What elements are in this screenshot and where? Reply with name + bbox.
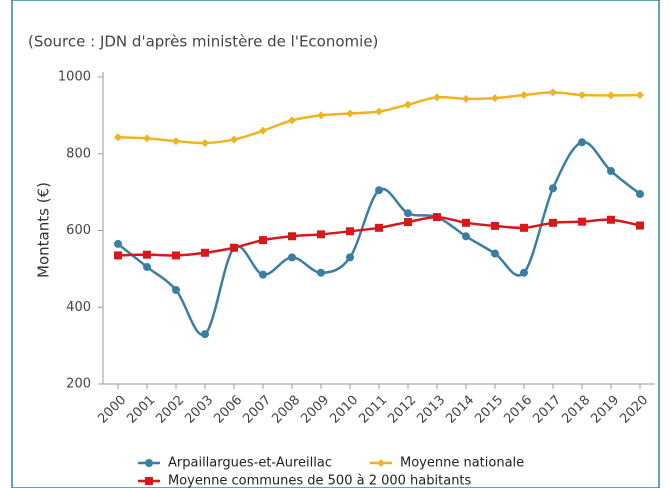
point [259,270,267,279]
x-tick-label: 2014 [443,393,477,427]
point [462,232,470,241]
point [520,268,528,277]
point [172,137,180,146]
point [404,100,412,109]
point [172,285,180,294]
point [288,232,296,241]
point [172,251,180,260]
legend-label: Arpaillargues-et-Aureillac [168,456,332,471]
point [317,111,325,120]
x-tick-label: 2000 [95,393,129,427]
point [259,236,267,245]
y-tick-label: 1000 [58,70,91,85]
point [114,239,122,248]
point [259,126,267,135]
point [377,459,385,467]
point [549,218,557,227]
point [346,227,354,236]
x-tick-label: 2012 [385,393,419,427]
point [491,249,499,258]
point [607,167,615,176]
point [491,94,499,103]
frame [11,0,660,488]
point [288,253,296,262]
point [346,109,354,118]
x-tick-label: 2010 [327,393,361,427]
y-tick-label: 800 [66,146,91,161]
x-tick-label: 2016 [501,393,535,427]
point [201,248,209,257]
point [288,116,296,125]
point [462,94,470,103]
legend-label: Moyenne communes de 500 à 2 000 habitant… [168,474,472,488]
x-tick-label: 2001 [124,393,158,427]
x-tick-label: 2006 [211,393,245,427]
y-tick-label: 400 [66,300,91,315]
x-tick-label: 2007 [240,393,274,427]
x-tick-label: 2020 [617,393,651,427]
point [230,135,238,144]
point [491,221,499,230]
point [433,93,441,102]
x-tick-label: 2003 [182,393,216,427]
y-axis-label: Montants (€) [35,182,53,278]
point [145,477,153,485]
y-tick-label: 600 [66,223,91,238]
point [404,218,412,227]
chart-title: (Source : JDN d'après ministère de l'Eco… [28,33,378,51]
point [578,138,586,147]
series-line [117,215,641,257]
point [317,268,325,277]
point [607,215,615,224]
point [230,243,238,252]
point [375,223,383,232]
point [549,88,557,97]
x-tick-label: 2008 [269,393,303,427]
x-tick-label: 2002 [153,393,187,427]
point [462,218,470,227]
series-line [117,140,641,337]
point [375,186,383,195]
point [143,250,151,259]
point [346,253,354,262]
point [201,139,209,148]
point [578,91,586,100]
point [520,91,528,100]
point [143,262,151,271]
point [404,209,412,218]
point [201,330,209,339]
point [578,217,586,226]
point [375,107,383,116]
x-tick-label: 2009 [298,393,332,427]
point [607,91,615,100]
point [636,91,644,100]
point [549,184,557,193]
x-tick-label: 2017 [530,393,564,427]
legend-label: Moyenne nationale [400,456,524,471]
point [520,223,528,232]
x-tick-label: 2011 [356,393,390,427]
x-tick-label: 2013 [414,393,448,427]
point [317,230,325,239]
series-line [117,91,641,145]
point [143,134,151,143]
x-tick-label: 2015 [472,393,506,427]
point [636,190,644,199]
x-tick-label: 2018 [559,393,593,427]
point [145,459,153,467]
point [433,213,441,222]
x-tick-label: 2019 [588,393,622,427]
point [114,133,122,142]
y-tick-label: 200 [66,377,91,392]
point [636,221,644,230]
point [114,251,122,260]
